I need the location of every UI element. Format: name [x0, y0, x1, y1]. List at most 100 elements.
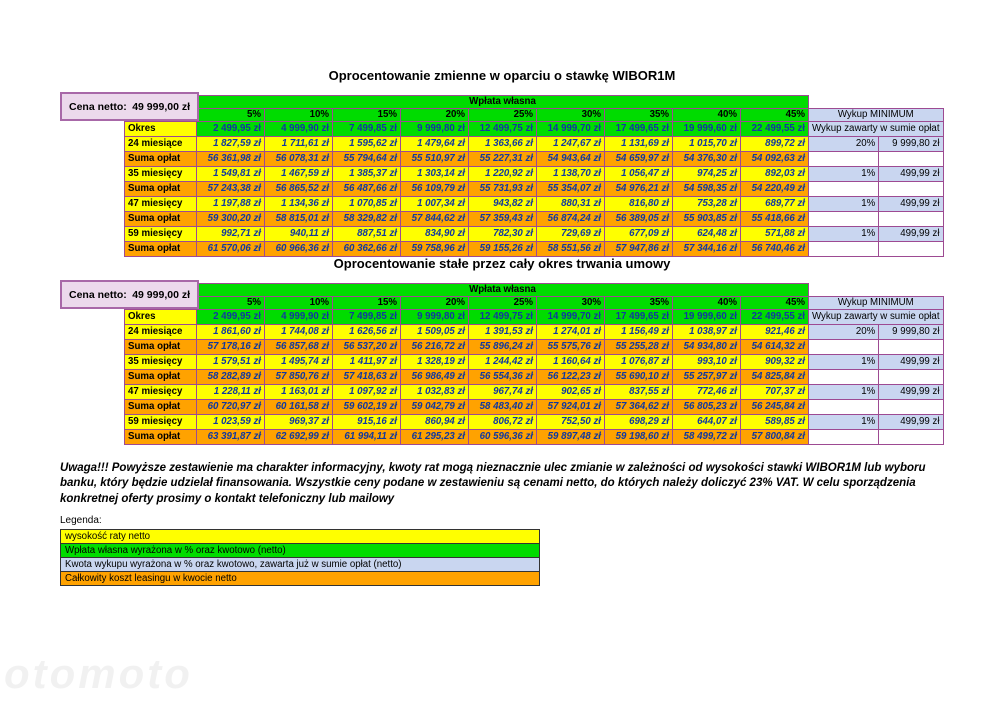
value-cell: 707,37 zł [740, 384, 809, 400]
value-cell: 1 220,92 zł [468, 166, 537, 182]
value-cell: 589,85 zł [740, 414, 809, 430]
value-cell: 61 295,23 zł [400, 429, 469, 445]
value-cell: 55 903,85 zł [672, 211, 741, 227]
row-label-cell: 59 miesięcy [124, 226, 197, 242]
downpayment-amount-cell: 2 499,95 zł [196, 309, 265, 325]
value-cell: 1 411,97 zł [332, 354, 401, 370]
value-cell: 55 731,93 zł [468, 181, 537, 197]
buyout-amount-cell: 499,99 zł [878, 166, 944, 182]
buyout-amount-cell: 499,99 zł [878, 354, 944, 370]
percent-header-cell: 10% [264, 296, 333, 310]
value-cell: 56 216,72 zł [400, 339, 469, 355]
value-cell: 1 228,11 zł [196, 384, 265, 400]
table-row: 35 miesięcy 1 549,81 zł 1 467,59 zł 1 385,3… [124, 166, 944, 182]
row-label-cell: Suma opłat [124, 339, 197, 355]
row-label-cell: Suma opłat [124, 369, 197, 385]
value-cell: 54 934,80 zł [672, 339, 741, 355]
value-cell: 899,72 zł [740, 136, 809, 152]
row-label-cell: Suma opłat [124, 241, 197, 257]
downpayment-header-cell: Wpłata własna [196, 95, 809, 109]
table-row: 47 miesięcy 1 197,88 zł 1 134,36 zł 1 070,8… [124, 196, 944, 212]
value-cell: 1 244,42 zł [468, 354, 537, 370]
value-cell: 1 015,70 zł [672, 136, 741, 152]
legend-item-downpayment: Wpłata własna wyrażona w % oraz kwotowo … [60, 543, 540, 558]
value-cell: 880,31 zł [536, 196, 605, 212]
value-cell: 58 815,01 zł [264, 211, 333, 227]
table-row: 47 miesięcy 1 228,11 zł 1 163,01 zł 1 097,9… [124, 384, 944, 400]
table-row: 35 miesięcy 1 579,51 zł 1 495,74 zł 1 411,9… [124, 354, 944, 370]
table-row: Okres 2 499,95 zł 4 999,90 zł 7 499,85 zł 9 … [124, 309, 944, 325]
value-cell: 55 575,76 zł [536, 339, 605, 355]
fixed-rate-section: Oprocentowanie stałe przez cały okres tr… [60, 256, 944, 445]
value-cell: 56 245,84 zł [740, 399, 809, 415]
value-cell: 55 354,07 zł [536, 181, 605, 197]
value-cell: 915,16 zł [332, 414, 401, 430]
downpayment-amount-cell: 22 499,55 zł [740, 309, 809, 325]
value-cell: 1 303,14 zł [400, 166, 469, 182]
value-cell: 1 038,97 zł [672, 324, 741, 340]
price-box: Cena netto: 49 999,00 zł [60, 92, 199, 121]
value-cell: 55 255,28 zł [604, 339, 673, 355]
buyout-percent-cell: 1% [807, 166, 880, 182]
legend-title: Legenda: [60, 515, 102, 526]
buyout-percent-cell [807, 241, 880, 257]
buyout-amount-cell: 499,99 zł [878, 196, 944, 212]
downpayment-amount-cell: 9 999,80 zł [400, 121, 469, 137]
legend-item-totalcost: Całkowity koszt leasingu w kwocie netto [60, 571, 540, 586]
value-cell: 1 509,05 zł [400, 324, 469, 340]
buyout-amount-cell [878, 211, 944, 227]
value-cell: 1 467,59 zł [264, 166, 333, 182]
percent-header-cell: 30% [536, 108, 605, 122]
value-cell: 60 966,36 zł [264, 241, 333, 257]
buyout-amount-cell: 9 999,80 zł [878, 324, 944, 340]
value-cell: 57 178,16 zł [196, 339, 265, 355]
buyout-percent-cell: 1% [807, 384, 880, 400]
table-row: Wpłata własna [124, 283, 944, 297]
value-cell: 58 282,89 zł [196, 369, 265, 385]
value-cell: 969,37 zł [264, 414, 333, 430]
value-cell: 59 758,96 zł [400, 241, 469, 257]
buyout-amount-cell: 499,99 zł [878, 226, 944, 242]
value-cell: 57 364,62 zł [604, 399, 673, 415]
value-cell: 55 227,31 zł [468, 151, 537, 167]
value-cell: 56 122,23 zł [536, 369, 605, 385]
buyout-amount-cell [878, 151, 944, 167]
value-cell: 57 800,84 zł [740, 429, 809, 445]
buyout-amount-cell: 9 999,80 zł [878, 136, 944, 152]
downpayment-amount-cell: 19 999,60 zł [672, 309, 741, 325]
row-label-cell: 24 miesiące [124, 136, 197, 152]
value-cell: 1 495,74 zł [264, 354, 333, 370]
value-cell: 1 056,47 zł [604, 166, 673, 182]
value-cell: 921,46 zł [740, 324, 809, 340]
table-row: 59 miesięcy 992,71 zł 940,11 zł 887,51 zł 83… [124, 226, 944, 242]
buyout-amount-cell [878, 429, 944, 445]
buyout-percent-cell: 1% [807, 414, 880, 430]
buyout-amount-cell [878, 339, 944, 355]
value-cell: 1 274,01 zł [536, 324, 605, 340]
value-cell: 1 138,70 zł [536, 166, 605, 182]
value-cell: 61 570,06 zł [196, 241, 265, 257]
table-row: 59 miesięcy 1 023,59 zł 969,37 zł 915,16 zł… [124, 414, 944, 430]
row-label-cell: Suma opłat [124, 211, 197, 227]
value-cell: 55 896,24 zł [468, 339, 537, 355]
buyout-amount-cell [878, 399, 944, 415]
value-cell: 59 602,19 zł [332, 399, 401, 415]
value-cell: 61 994,11 zł [332, 429, 401, 445]
table-row: 24 miesiące 1 861,60 zł 1 744,08 zł 1 626,5… [124, 324, 944, 340]
value-cell: 806,72 zł [468, 414, 537, 430]
value-cell: 782,30 zł [468, 226, 537, 242]
buyout-percent-cell [807, 151, 880, 167]
percent-header-cell: 40% [672, 296, 741, 310]
value-cell: 58 551,56 zł [536, 241, 605, 257]
value-cell: 57 418,63 zł [332, 369, 401, 385]
price-label: Cena netto: [69, 288, 127, 301]
value-cell: 892,03 zł [740, 166, 809, 182]
value-cell: 54 376,30 zł [672, 151, 741, 167]
value-cell: 644,07 zł [672, 414, 741, 430]
value-cell: 992,71 zł [196, 226, 265, 242]
value-cell: 56 487,66 zł [332, 181, 401, 197]
percent-header-cell: 25% [468, 296, 537, 310]
value-cell: 55 418,66 zł [740, 211, 809, 227]
percent-header-cell: 20% [400, 296, 469, 310]
